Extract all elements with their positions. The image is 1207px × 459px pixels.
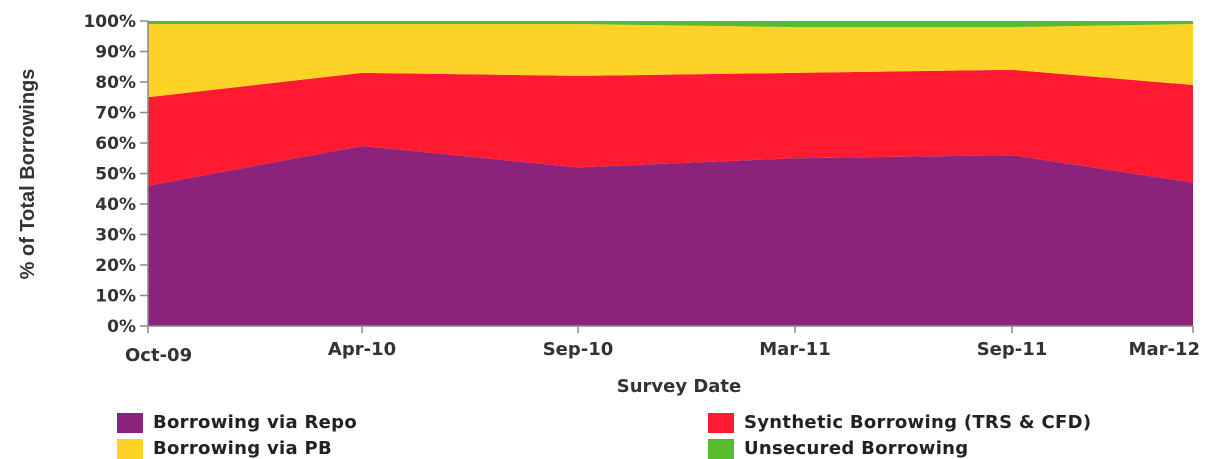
x-axis-title: Survey Date xyxy=(617,376,742,397)
x-tick-label: Mar-11 xyxy=(759,339,830,360)
x-tick-label: Sep-11 xyxy=(977,339,1048,360)
y-axis-title: % of Total Borrowings xyxy=(17,69,39,280)
y-tick-label: 70% xyxy=(95,104,136,124)
y-tick-label: 0% xyxy=(107,317,136,337)
x-tick-label: Apr-10 xyxy=(328,339,396,360)
y-tick-label: 30% xyxy=(95,226,136,246)
axes-group xyxy=(140,20,1194,333)
y-tick-label: 10% xyxy=(95,287,136,307)
area-synthetic-borrowing-trs-cfd xyxy=(148,69,1193,186)
area-borrowing-via-repo xyxy=(148,146,1193,326)
y-tick-label: 100% xyxy=(83,12,136,32)
area-borrowing-via-pb xyxy=(148,24,1193,98)
area-unsecured-borrowing xyxy=(148,21,1193,28)
y-tick-label: 80% xyxy=(95,73,136,93)
y-tick-label: 90% xyxy=(95,43,136,63)
y-tick-label: 20% xyxy=(95,256,136,276)
y-tick-labels: 0% 10% 20% 30% 40% 50% 60% 70% 80% 90% 100% xyxy=(83,12,136,337)
x-tick-label: Mar-12 xyxy=(1129,339,1200,360)
area-series-group xyxy=(148,21,1193,326)
x-tick-label: Oct-09 xyxy=(125,345,192,366)
y-tick-label: 40% xyxy=(95,195,136,215)
x-tick-labels: Oct-09 Apr-10 Sep-10 Mar-11 Sep-11 Mar-12 xyxy=(125,339,1200,366)
y-tick-label: 50% xyxy=(95,165,136,185)
x-tick-label: Sep-10 xyxy=(543,339,614,360)
y-tick-label: 60% xyxy=(95,134,136,154)
